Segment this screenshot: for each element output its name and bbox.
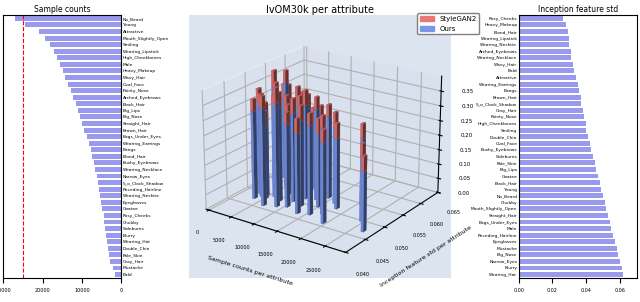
Bar (110, 259, 122, 264)
Bar (113, 265, 122, 271)
Bar (106, 233, 122, 238)
Bar (518, 36, 570, 40)
Title: IvOM30k per attribute: IvOM30k per attribute (266, 5, 374, 15)
Bar (92, 154, 122, 159)
Bar (518, 206, 607, 211)
Bar (98, 180, 122, 185)
Bar (518, 226, 611, 231)
Bar (38, 29, 122, 34)
Bar (518, 55, 571, 60)
Bar (104, 213, 122, 218)
Bar (518, 272, 623, 277)
Bar (518, 174, 598, 178)
Bar (73, 95, 122, 100)
Bar (518, 187, 602, 192)
Bar (518, 246, 616, 251)
Bar (518, 141, 589, 146)
Bar (88, 141, 122, 146)
Bar (15, 16, 122, 21)
Bar (518, 95, 581, 100)
Bar (83, 121, 122, 126)
Bar (102, 206, 122, 211)
Bar (518, 265, 621, 271)
Bar (60, 62, 122, 67)
Bar (518, 239, 615, 244)
Bar (65, 75, 122, 80)
Bar (86, 134, 122, 139)
Bar (518, 220, 610, 224)
Title: Sample counts: Sample counts (34, 5, 91, 14)
Bar (518, 193, 603, 198)
Bar (518, 233, 613, 238)
Bar (518, 49, 571, 54)
Bar (518, 180, 600, 185)
Bar (518, 16, 563, 21)
Bar (57, 55, 122, 60)
Bar (93, 160, 122, 165)
Bar (99, 187, 122, 192)
Bar (45, 36, 122, 40)
Bar (63, 69, 122, 73)
Bar (25, 22, 122, 27)
Bar (518, 147, 591, 152)
Bar (518, 22, 566, 27)
Bar (518, 42, 570, 47)
Bar (71, 88, 122, 93)
Bar (100, 193, 122, 198)
Bar (115, 272, 122, 277)
Bar (518, 101, 581, 106)
Bar (518, 259, 620, 264)
Bar (518, 154, 593, 159)
Bar (518, 29, 568, 34)
Bar (101, 200, 122, 205)
Bar (518, 127, 586, 133)
Bar (107, 239, 122, 244)
Bar (91, 147, 122, 152)
Bar (104, 220, 122, 224)
Bar (78, 108, 122, 113)
Bar (109, 252, 122, 257)
Legend: StyleGAN2, Ours: StyleGAN2, Ours (417, 13, 479, 34)
Bar (97, 174, 122, 178)
Bar (518, 160, 595, 165)
Bar (518, 121, 586, 126)
Bar (518, 167, 596, 172)
Bar (76, 101, 122, 106)
Y-axis label: Inception feature std per attribute: Inception feature std per attribute (380, 225, 472, 288)
Bar (68, 82, 122, 87)
Bar (518, 114, 584, 119)
Bar (518, 108, 583, 113)
Bar (81, 114, 122, 119)
Bar (518, 88, 579, 93)
X-axis label: Sample counts per attribute: Sample counts per attribute (207, 255, 294, 286)
Bar (108, 246, 122, 251)
Bar (54, 49, 122, 54)
Bar (84, 127, 122, 133)
Bar (518, 75, 576, 80)
Bar (518, 69, 574, 73)
Bar (518, 134, 588, 139)
Bar (518, 213, 608, 218)
Bar (518, 62, 573, 67)
Bar (51, 42, 122, 47)
Title: Inception feature std: Inception feature std (538, 5, 618, 14)
Bar (518, 82, 578, 87)
Bar (95, 167, 122, 172)
Bar (105, 226, 122, 231)
Bar (518, 200, 605, 205)
Bar (518, 252, 618, 257)
